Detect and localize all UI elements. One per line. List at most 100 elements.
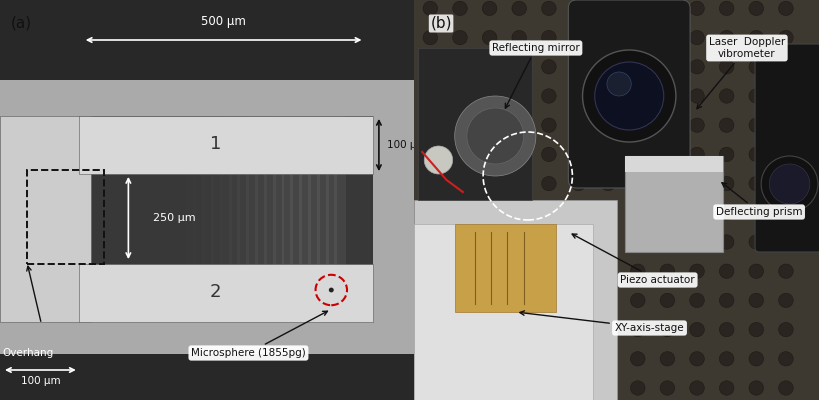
Circle shape [659,60,674,74]
Circle shape [541,30,555,45]
Circle shape [630,235,645,249]
Circle shape [571,293,585,308]
FancyBboxPatch shape [79,116,372,174]
Circle shape [600,1,615,16]
Text: Overhang: Overhang [2,348,53,358]
Circle shape [778,352,792,366]
Circle shape [718,1,733,16]
Circle shape [511,1,526,16]
FancyBboxPatch shape [0,0,414,400]
Circle shape [541,118,555,132]
Circle shape [778,176,792,191]
Circle shape [748,381,762,395]
Circle shape [659,176,674,191]
FancyBboxPatch shape [325,116,337,322]
Circle shape [541,147,555,162]
Circle shape [423,176,437,191]
Circle shape [659,206,674,220]
Circle shape [600,264,615,278]
Circle shape [778,147,792,162]
Circle shape [482,147,496,162]
Text: Microsphere (1855pg): Microsphere (1855pg) [191,311,327,358]
Circle shape [600,176,615,191]
Circle shape [600,293,615,308]
Circle shape [659,264,674,278]
Circle shape [600,206,615,220]
Circle shape [659,118,674,132]
Circle shape [482,293,496,308]
Circle shape [659,293,674,308]
Circle shape [455,96,536,176]
Text: 500 μm: 500 μm [201,15,246,28]
Circle shape [423,381,437,395]
Circle shape [748,206,762,220]
Circle shape [689,1,704,16]
FancyBboxPatch shape [0,354,414,400]
FancyBboxPatch shape [624,156,722,172]
Circle shape [659,381,674,395]
Circle shape [689,293,704,308]
Text: 2: 2 [210,283,221,301]
Circle shape [718,235,733,249]
Circle shape [630,1,645,16]
Circle shape [581,50,675,142]
Circle shape [423,89,437,103]
Circle shape [659,89,674,103]
Circle shape [541,1,555,16]
Circle shape [600,60,615,74]
Circle shape [511,322,526,337]
Circle shape [600,118,615,132]
FancyBboxPatch shape [0,0,414,80]
Circle shape [600,322,615,337]
Circle shape [571,118,585,132]
Circle shape [778,235,792,249]
FancyBboxPatch shape [568,0,690,188]
Circle shape [452,235,467,249]
Circle shape [630,381,645,395]
Circle shape [571,147,585,162]
Circle shape [482,381,496,395]
Text: (a): (a) [11,16,31,31]
Circle shape [760,156,817,212]
Circle shape [541,89,555,103]
Circle shape [423,30,437,45]
Circle shape [778,30,792,45]
Circle shape [689,235,704,249]
FancyBboxPatch shape [454,224,555,312]
Circle shape [571,176,585,191]
Circle shape [778,1,792,16]
Circle shape [511,293,526,308]
FancyBboxPatch shape [334,116,346,322]
Circle shape [718,293,733,308]
Circle shape [482,264,496,278]
Circle shape [659,235,674,249]
Circle shape [748,30,762,45]
Circle shape [630,147,645,162]
Text: Laser  Doppler
vibrometer: Laser Doppler vibrometer [696,37,784,109]
Circle shape [778,264,792,278]
Circle shape [423,322,437,337]
Circle shape [466,108,523,164]
Circle shape [689,352,704,366]
Circle shape [482,322,496,337]
Circle shape [718,89,733,103]
Circle shape [718,147,733,162]
FancyBboxPatch shape [264,116,275,322]
Circle shape [423,118,437,132]
Circle shape [748,1,762,16]
Circle shape [571,381,585,395]
Circle shape [423,206,437,220]
Circle shape [748,118,762,132]
Circle shape [689,176,704,191]
Text: 250 μm: 250 μm [153,213,196,223]
Circle shape [778,118,792,132]
Circle shape [748,235,762,249]
Circle shape [630,322,645,337]
Circle shape [511,352,526,366]
Circle shape [718,60,733,74]
Circle shape [689,264,704,278]
Circle shape [659,1,674,16]
Circle shape [482,89,496,103]
Circle shape [748,176,762,191]
Circle shape [541,293,555,308]
